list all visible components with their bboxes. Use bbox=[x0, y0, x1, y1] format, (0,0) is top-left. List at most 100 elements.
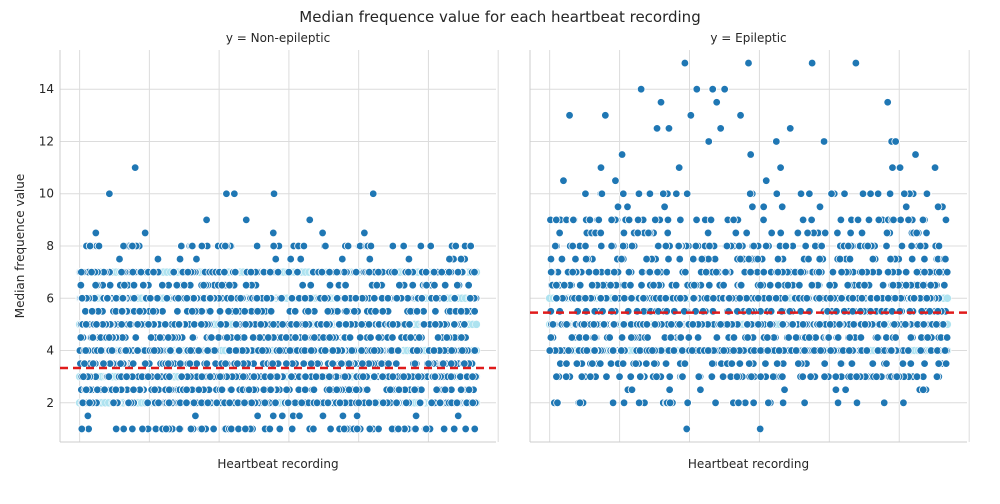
scatter-point bbox=[596, 228, 605, 238]
scatter-point bbox=[617, 254, 626, 264]
scatter-point bbox=[197, 424, 206, 434]
scatter-point bbox=[649, 281, 658, 290]
scatter-point bbox=[788, 320, 797, 329]
scatter-point bbox=[438, 359, 448, 368]
scatter-point bbox=[579, 320, 589, 329]
scatter-point bbox=[545, 346, 554, 355]
scatter-point bbox=[374, 424, 383, 434]
scatter-point bbox=[934, 241, 944, 251]
scatter-point bbox=[546, 333, 556, 342]
scatter-point bbox=[111, 424, 121, 434]
scatter-point bbox=[831, 372, 841, 381]
scatter-point bbox=[866, 189, 875, 198]
scatter-point bbox=[891, 333, 900, 342]
scatter-point bbox=[648, 346, 657, 355]
scatter-point bbox=[444, 267, 454, 277]
scatter-point bbox=[706, 215, 716, 225]
y-tick-label: 10 bbox=[39, 187, 54, 201]
scatter-point bbox=[269, 411, 278, 421]
scatter-point bbox=[256, 320, 266, 329]
scatter-point bbox=[248, 333, 258, 342]
scatter-point bbox=[661, 241, 671, 251]
scatter-point bbox=[175, 254, 185, 264]
scatter-point bbox=[370, 372, 379, 381]
scatter-point bbox=[833, 333, 843, 342]
scatter-point bbox=[411, 411, 421, 421]
scatter-point bbox=[352, 385, 361, 394]
scatter-point bbox=[432, 385, 441, 394]
scatter-point bbox=[582, 346, 592, 355]
scatter-point bbox=[288, 424, 297, 434]
scatter-point bbox=[588, 359, 597, 368]
scatter-point bbox=[430, 372, 440, 381]
scatter-point bbox=[941, 215, 951, 225]
scatter-point bbox=[366, 241, 376, 251]
scatter-point bbox=[853, 215, 863, 225]
scatter-point bbox=[155, 333, 165, 342]
scatter-point bbox=[804, 254, 813, 264]
scatter-point bbox=[682, 424, 691, 434]
scatter-point bbox=[285, 346, 295, 355]
scatter-point bbox=[370, 294, 379, 303]
scatter-point bbox=[821, 228, 830, 238]
scatter-point bbox=[445, 254, 454, 264]
scatter-point bbox=[325, 385, 334, 394]
scatter-point bbox=[164, 398, 174, 407]
scatter-point bbox=[298, 281, 307, 290]
scatter-point bbox=[820, 372, 829, 381]
scatter-point bbox=[675, 254, 684, 264]
scatter-point bbox=[889, 215, 898, 225]
scatter-point bbox=[555, 228, 564, 238]
scatter-point bbox=[887, 307, 897, 316]
facet-epileptic: y = Epileptic Heartbeat recording bbox=[529, 31, 970, 471]
scatter-point bbox=[624, 307, 633, 316]
scatter-point bbox=[358, 372, 368, 381]
scatter-point bbox=[623, 202, 632, 211]
scatter-point bbox=[901, 320, 910, 329]
scatter-point bbox=[691, 241, 701, 251]
scatter-point bbox=[161, 424, 171, 434]
scatter-point bbox=[357, 320, 366, 329]
scatter-point bbox=[415, 398, 425, 407]
scatter-point bbox=[926, 281, 935, 290]
scatter-point bbox=[370, 346, 379, 355]
scatter-point bbox=[571, 254, 580, 264]
scatter-point bbox=[437, 267, 446, 277]
scatter-point bbox=[654, 307, 663, 316]
scatter-point bbox=[236, 294, 245, 303]
scatter-point bbox=[904, 346, 913, 355]
scatter-point bbox=[922, 294, 932, 303]
scatter-point bbox=[665, 372, 674, 381]
scatter-point bbox=[906, 333, 916, 342]
scatter-point bbox=[241, 424, 250, 434]
scatter-point bbox=[394, 385, 404, 394]
scatter-point bbox=[836, 359, 846, 368]
scatter-point bbox=[852, 398, 862, 407]
scatter-point bbox=[456, 307, 466, 316]
scatter-point bbox=[805, 307, 814, 316]
scatter-point bbox=[342, 307, 351, 316]
scatter-point bbox=[748, 202, 757, 211]
scatter-point bbox=[743, 320, 752, 329]
scatter-point bbox=[872, 372, 881, 381]
scatter-point bbox=[277, 294, 286, 303]
scatter-point bbox=[617, 333, 627, 342]
scatter-point bbox=[687, 346, 697, 355]
scatter-point bbox=[340, 294, 350, 303]
scatter-point bbox=[815, 202, 825, 211]
scatter-point bbox=[231, 307, 241, 316]
scatter-point bbox=[594, 215, 603, 225]
scatter-point bbox=[221, 241, 230, 251]
scatter-point bbox=[447, 359, 456, 368]
scatter-point bbox=[676, 215, 685, 225]
scatter-point bbox=[414, 372, 423, 381]
scatter-point bbox=[183, 267, 193, 277]
scatter-point bbox=[754, 294, 763, 303]
scatter-point bbox=[777, 307, 786, 316]
scatter-point bbox=[374, 333, 383, 342]
scatter-point bbox=[906, 359, 915, 368]
scatter-point bbox=[461, 424, 470, 434]
scatter-point bbox=[384, 359, 393, 368]
scatter-point bbox=[654, 241, 663, 251]
scatter-point bbox=[269, 228, 278, 238]
